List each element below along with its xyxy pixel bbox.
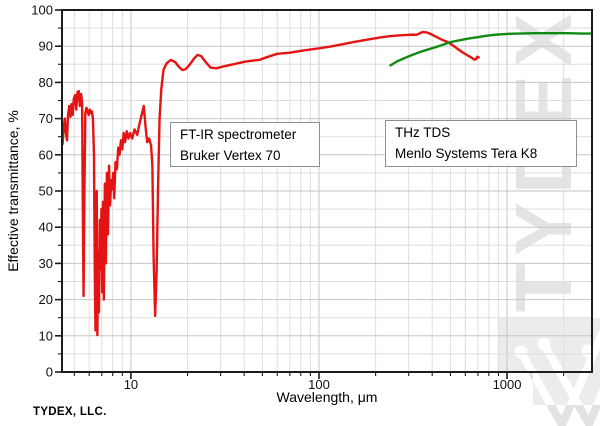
x-tick-label: 10: [124, 377, 138, 392]
series-curve-0: [61, 30, 480, 337]
series-curve-1: [389, 31, 593, 67]
company-label: TYDEX, LLC.: [33, 406, 107, 418]
annotation-ftir-line2: Bruker Vertex 70: [180, 148, 281, 163]
y-tick-label: 100: [31, 3, 53, 18]
data-curves: [61, 30, 593, 337]
x-axis-title: Wavelength, μm: [276, 389, 378, 405]
gridlines: [62, 10, 592, 372]
x-tick-label: 100: [308, 377, 330, 392]
annotation-ftir-box: FT-IR spectrometer Bruker Vertex 70: [170, 122, 320, 167]
y-tick-label: 20: [39, 292, 53, 307]
y-tick-label: 50: [39, 184, 53, 199]
y-tick-label: 40: [39, 220, 53, 235]
annotation-thz-line2: Menlo Systems Tera K8: [395, 146, 538, 161]
y-tick-label: 10: [39, 328, 53, 343]
annotation-ftir-line1: FT-IR spectrometer: [180, 127, 297, 142]
y-tick-label: 30: [39, 256, 53, 271]
annotation-thz-line1: THz TDS: [395, 125, 451, 140]
y-tick-label: 80: [39, 75, 53, 90]
annotation-thz-box: THz TDS Menlo Systems Tera K8: [385, 120, 577, 167]
x-tick-label: 1000: [493, 377, 522, 392]
y-tick-label: 90: [39, 39, 53, 54]
y-tick-label: 0: [46, 365, 53, 380]
y-tick-label: 60: [39, 147, 53, 162]
y-tick-label: 70: [39, 111, 53, 126]
tick-labels: 10 100 1000 0 10 20 30 40 50 60 70 80 90 100: [31, 3, 521, 393]
y-axis-title: Effective transmittance, %: [5, 110, 21, 272]
axes-frame: [55, 9, 593, 379]
